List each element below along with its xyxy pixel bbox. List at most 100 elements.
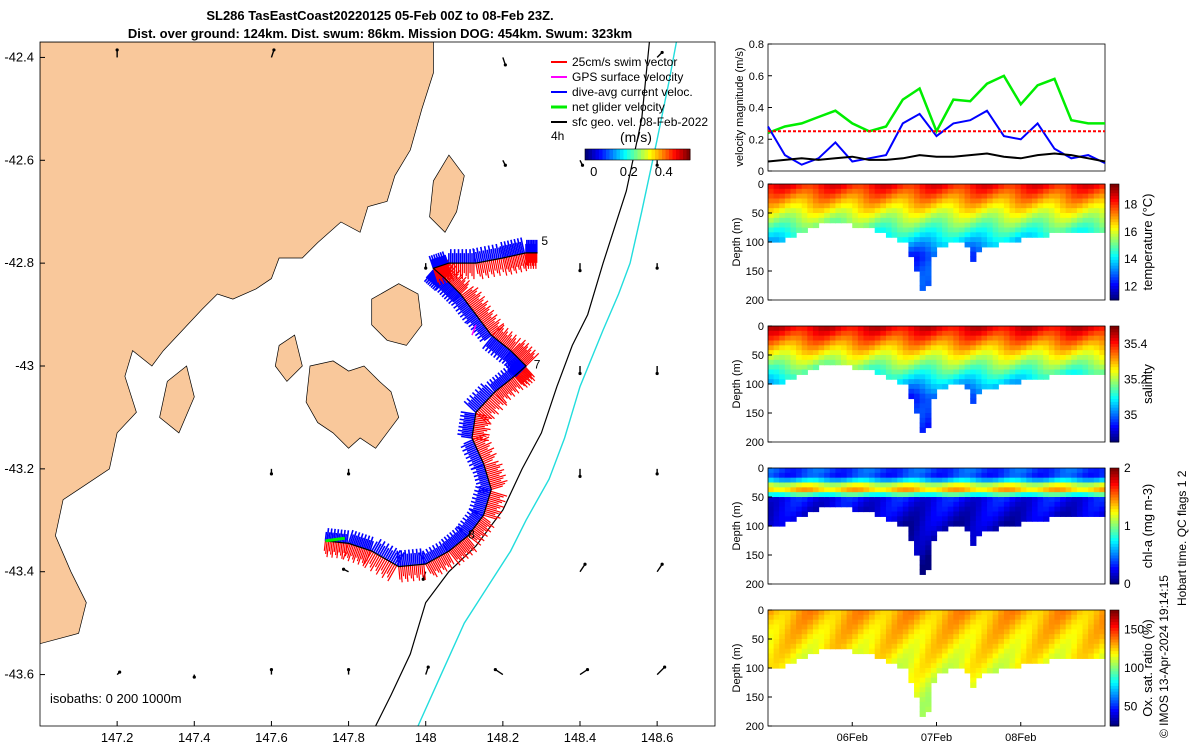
chlorophyll-cell [1088, 477, 1095, 484]
oxygen-cell [919, 672, 926, 679]
salinity-cell [796, 340, 803, 346]
oxygen-cell [773, 634, 780, 640]
oxygen-cell [975, 643, 983, 650]
salinity-cell [919, 427, 926, 433]
chlorophyll-cell [914, 482, 921, 488]
chlorophyll-cell [768, 501, 775, 508]
oxygen-cell [902, 663, 910, 669]
oxygen-cell [891, 610, 898, 616]
salinity-cell [790, 374, 797, 380]
oxygen-cell [975, 672, 983, 679]
temperature-cell [1076, 203, 1084, 209]
current-vector [468, 507, 485, 515]
temperature-cell [953, 203, 960, 209]
salinity-cell [874, 364, 881, 371]
temperature-cell [1026, 193, 1033, 200]
map-x-tick-label: 148.6 [641, 730, 674, 745]
salinity-cell [897, 345, 904, 351]
chlorophyll-cell [801, 487, 808, 493]
temperature-cell [970, 237, 977, 243]
oxygen-cell [953, 619, 960, 626]
swim-vector [515, 342, 530, 357]
oxygen-cell [1043, 639, 1050, 645]
salinity-cell [1020, 355, 1027, 361]
chlorophyll-colorbar-cell [1110, 581, 1119, 585]
chlorophyll-cell [992, 468, 999, 474]
current-vector [462, 424, 474, 428]
chlorophyll-cell [1060, 501, 1067, 508]
chlorophyll-cell [768, 497, 775, 503]
temperature-cell [768, 237, 775, 243]
current-vector [491, 244, 496, 260]
current-vector [443, 536, 454, 549]
chlorophyll-cell [891, 492, 898, 498]
temperature-cell [1037, 217, 1044, 224]
oxygen-cell [857, 624, 865, 630]
salinity-cell [801, 355, 808, 361]
chlorophyll-cell [942, 487, 949, 493]
current-vector [446, 534, 457, 547]
salinity-cell [1031, 369, 1039, 375]
oxygen-cell [925, 701, 932, 708]
swim-vector [462, 289, 473, 298]
chlorophyll-cell [1060, 487, 1067, 493]
oxygen-cell [768, 648, 775, 655]
oxygen-cell [807, 624, 814, 630]
chlorophyll-cell [981, 482, 988, 488]
temperature-cell [1043, 227, 1050, 233]
salinity-cell [975, 384, 983, 390]
swim-vector [484, 463, 497, 468]
swim-vector [475, 439, 488, 446]
chlorophyll-y-tick-label: 0 [758, 463, 764, 475]
salinity-cell [947, 355, 954, 361]
temperature-cell [812, 184, 820, 190]
oxygen-cell [829, 614, 836, 621]
current-vector [509, 357, 519, 367]
oxygen-cell [1054, 624, 1061, 630]
salinity-colorbar-cell [1110, 395, 1119, 399]
temperature-colorbar-tick-label: 12 [1124, 279, 1138, 293]
salinity-cell [857, 330, 865, 337]
swim-vector [475, 524, 485, 532]
temperature-cell [992, 208, 999, 214]
oxygen-cell [1031, 614, 1039, 621]
temperature-cell [964, 217, 971, 224]
chlorophyll-cell [1015, 521, 1022, 527]
swim-vector [523, 352, 535, 365]
salinity-cell [964, 355, 971, 361]
chlorophyll-cell [1082, 501, 1089, 508]
oxygen-cell [818, 634, 825, 640]
salinity-cell [1088, 369, 1095, 375]
salinity-cell [919, 355, 926, 361]
salinity-cell [936, 340, 943, 346]
chlorophyll-cell [919, 511, 926, 517]
salinity-cell [992, 345, 999, 351]
salinity-cell [1093, 369, 1100, 375]
salinity-cell [1099, 330, 1106, 337]
oxygen-cell [953, 658, 960, 664]
swim-vector [476, 305, 491, 317]
oxygen-cell [1037, 634, 1044, 640]
chlorophyll-cell [919, 545, 926, 551]
temperature-cell [930, 188, 938, 195]
temperature-cell [942, 213, 949, 219]
temperature-cell [812, 203, 820, 209]
current-vector [495, 346, 508, 361]
chlorophyll-cell [1009, 487, 1016, 493]
swim-vector [515, 374, 528, 388]
salinity-cell [987, 326, 994, 332]
salinity-cell [1099, 326, 1106, 332]
chlorophyll-y-tick-label: 100 [746, 521, 764, 533]
salinity-cell [987, 384, 994, 390]
temperature-cell [987, 213, 994, 219]
temperature-cell [914, 237, 921, 243]
temperature-cell [891, 222, 898, 229]
oxygen-cell [914, 619, 921, 626]
current-vector [346, 530, 350, 544]
salinity-cell [768, 374, 775, 380]
chlorophyll-cell [1088, 482, 1095, 488]
salinity-cell [925, 359, 932, 366]
swim-vector [483, 512, 501, 519]
swim-vector [505, 257, 511, 273]
oxygen-cell [1037, 614, 1044, 621]
